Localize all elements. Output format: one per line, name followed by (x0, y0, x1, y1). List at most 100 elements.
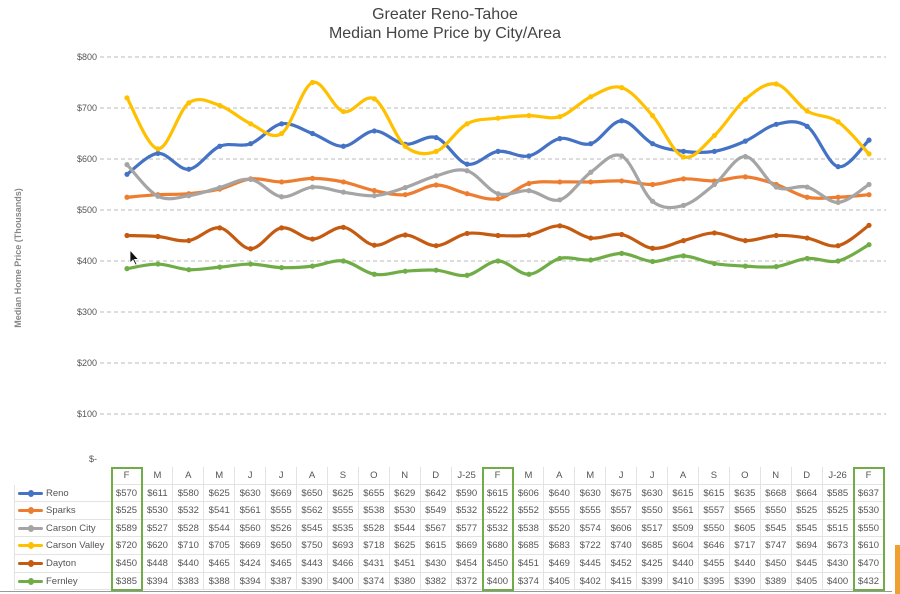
data-point (278, 130, 285, 137)
table-cell: $683 (544, 537, 576, 555)
data-point (649, 258, 656, 265)
table-cell: $635 (729, 484, 761, 503)
table-cell: $509 (668, 519, 699, 538)
table-cell: $625 (389, 537, 421, 555)
table-cell: $550 (760, 502, 792, 520)
table-header-cell: O (358, 467, 390, 485)
data-point (711, 181, 718, 188)
table-cell: $694 (791, 537, 823, 555)
table-header-cell: J (266, 467, 298, 485)
data-point (495, 232, 501, 239)
table-header-cell: A (668, 467, 699, 485)
table-cell: $560 (235, 519, 267, 538)
table-cell: $685 (637, 537, 669, 555)
table-cell: $405 (791, 572, 823, 591)
legend-label: Sparks (46, 505, 76, 517)
data-point (124, 162, 130, 168)
table-header-cell: N (760, 467, 792, 485)
legend-swatch-icon (18, 560, 43, 567)
table-cell: $555 (266, 502, 298, 520)
chart-title: Greater Reno-Tahoe (372, 6, 518, 23)
data-point (278, 265, 285, 271)
data-point (557, 223, 563, 229)
table-cell: $520 (544, 519, 576, 538)
table-header-cell: J-26 (822, 467, 854, 485)
data-point (557, 179, 563, 185)
table-cell: $541 (204, 502, 236, 520)
legend-entry-dayton: Dayton (14, 555, 112, 573)
data-point (340, 224, 347, 230)
data-point (680, 202, 687, 209)
data-point (309, 175, 316, 181)
data-point (464, 161, 470, 167)
table-cell: $552 (513, 502, 545, 520)
table-cell: $629 (389, 484, 421, 503)
data-point (402, 184, 408, 191)
data-point (619, 85, 625, 91)
data-point (742, 174, 748, 180)
data-point (619, 118, 625, 124)
table-header-cell: J (235, 467, 267, 485)
data-point (711, 230, 718, 236)
data-point (248, 121, 254, 127)
data-point (526, 271, 532, 277)
table-cell: $525 (822, 502, 854, 520)
data-point (248, 261, 254, 267)
table-cell: $445 (575, 555, 607, 573)
data-point (680, 253, 687, 259)
data-point (866, 181, 872, 188)
data-point (309, 79, 316, 86)
table-cell: $387 (266, 572, 298, 591)
table-cell: $580 (173, 484, 205, 503)
data-point (742, 153, 748, 160)
data-point (649, 198, 656, 204)
data-point (124, 95, 130, 101)
data-point (371, 271, 377, 277)
table-header-cell: J (606, 467, 638, 485)
data-point (649, 245, 656, 251)
table-cell: $400 (822, 572, 854, 591)
window-edge (895, 545, 900, 594)
data-point (742, 238, 748, 244)
data-point (278, 121, 285, 127)
data-point (217, 102, 223, 109)
table-cell: $390 (297, 572, 328, 591)
table-header-cell: A (297, 467, 328, 485)
data-point (526, 232, 532, 238)
y-tick-label: $- (89, 454, 97, 464)
highlight-column-box (481, 467, 515, 592)
data-point (866, 192, 872, 198)
table-cell: $389 (760, 572, 792, 591)
data-point (588, 235, 594, 241)
data-point (248, 141, 254, 147)
table-cell: $685 (513, 537, 545, 555)
table-cell: $528 (173, 519, 205, 538)
table-header-cell: S (698, 467, 730, 485)
data-point (155, 146, 161, 152)
data-point (124, 194, 130, 200)
table-header-cell: A (173, 467, 205, 485)
data-point (155, 150, 161, 156)
table-cell: $561 (235, 502, 267, 520)
legend-entry-carson-valley: Carson Valley (14, 537, 112, 555)
table-cell: $620 (142, 537, 174, 555)
y-tick-label: $400 (77, 256, 97, 266)
data-point (773, 81, 779, 87)
data-point (835, 243, 841, 249)
table-header-cell: M (575, 467, 607, 485)
table-cell: $565 (729, 502, 761, 520)
table-cell: $750 (297, 537, 328, 555)
table-cell: $374 (358, 572, 390, 591)
table-cell: $557 (698, 502, 730, 520)
table-cell: $415 (606, 572, 638, 591)
table-cell: $574 (575, 519, 607, 538)
table-cell: $555 (327, 502, 359, 520)
table-cell: $669 (451, 537, 483, 555)
table-cell: $747 (760, 537, 792, 555)
data-point (155, 261, 161, 267)
table-cell: $440 (668, 555, 699, 573)
table-cell: $673 (822, 537, 854, 555)
chart-subtitle: Median Home Price by City/Area (328, 25, 562, 42)
table-header-cell: A (544, 467, 576, 485)
